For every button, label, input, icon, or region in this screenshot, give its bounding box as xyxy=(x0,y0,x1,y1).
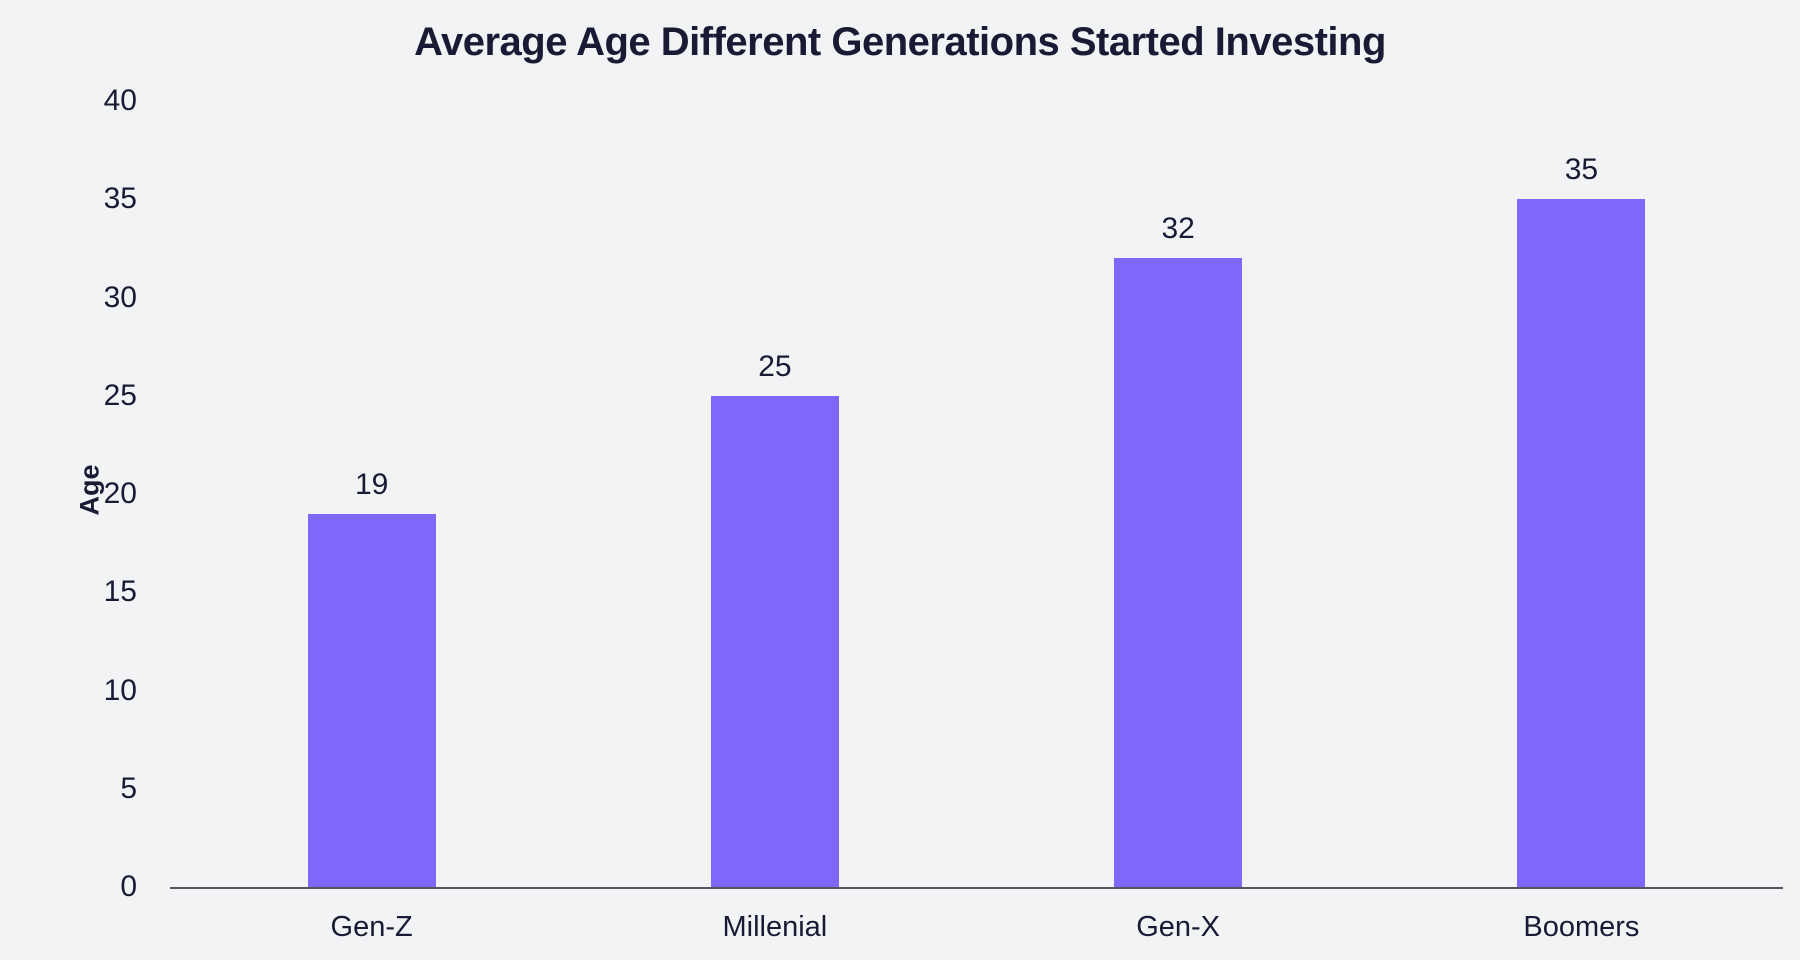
plot-area: 19 25 32 35 xyxy=(170,101,1783,889)
y-tick-label: 15 xyxy=(103,575,137,609)
x-tick-label: Gen-Z xyxy=(330,911,413,943)
bar-gen-x xyxy=(1114,258,1243,887)
y-tick-label: 5 xyxy=(120,771,137,805)
y-tick-label: 10 xyxy=(103,673,137,707)
y-tick-label: 35 xyxy=(103,182,137,216)
y-tick-label: 40 xyxy=(103,84,137,117)
y-tick-label: 30 xyxy=(103,280,137,314)
x-axis-labels: Gen-Z Millenial Gen-X Boomers xyxy=(170,908,1783,952)
y-tick-label: 25 xyxy=(103,378,137,412)
y-tick-label: 0 xyxy=(120,870,137,903)
bar-value-label: 19 xyxy=(354,467,389,501)
x-tick-label: Gen-X xyxy=(1136,911,1221,943)
bar-value-label: 32 xyxy=(1161,212,1195,246)
bar-gen-z xyxy=(307,513,436,887)
bar-millenial xyxy=(710,395,839,887)
x-tick-label: Millenial xyxy=(722,911,828,943)
y-tick-label: 20 xyxy=(103,477,137,510)
y-axis-ticks: 0 5 10 15 20 25 30 35 40 xyxy=(40,84,137,903)
bar-boomers xyxy=(1517,199,1646,887)
x-tick-label: Boomers xyxy=(1523,911,1640,943)
chart-title: Average Age Different Generations Starte… xyxy=(414,20,1386,64)
bar-value-label: 25 xyxy=(758,349,792,383)
bar-value-label: 35 xyxy=(1564,153,1599,187)
